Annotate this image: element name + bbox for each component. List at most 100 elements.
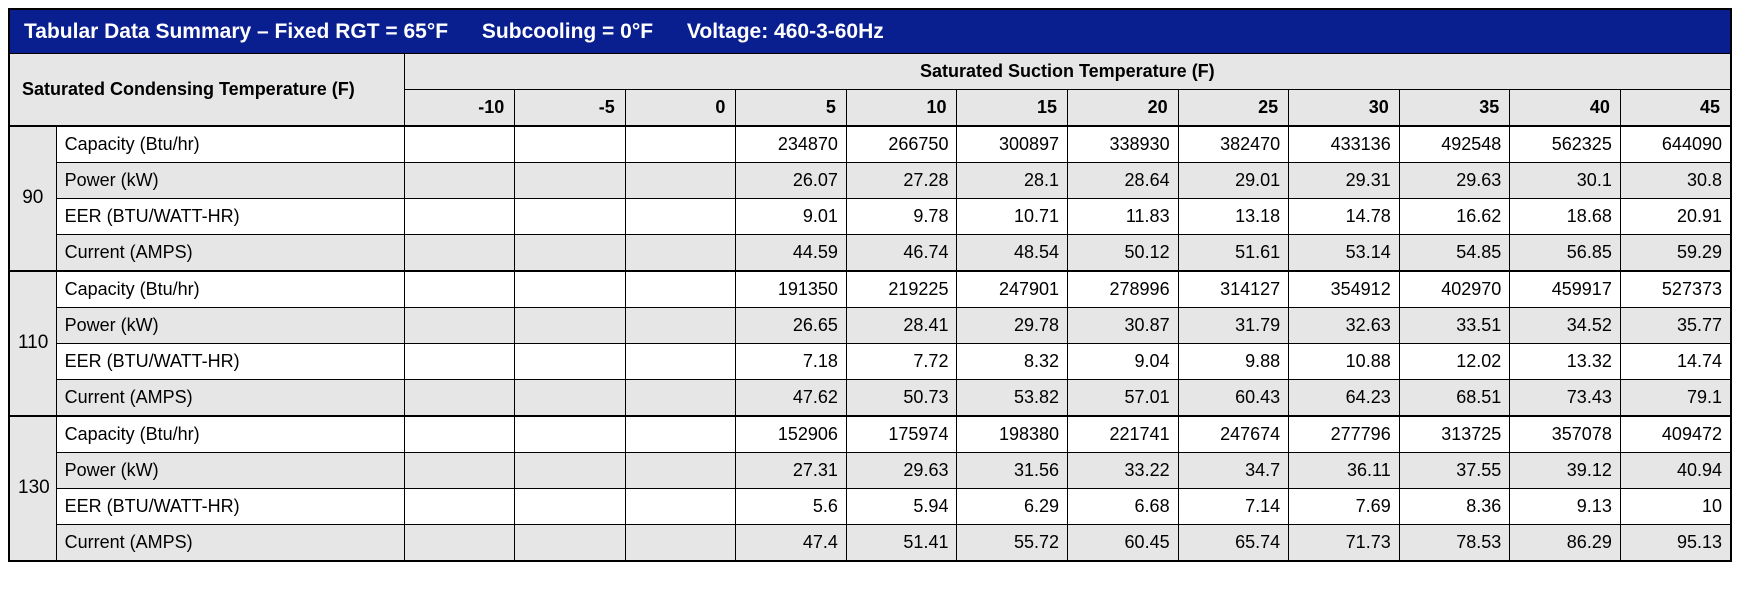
data-cell — [404, 379, 515, 416]
data-cell: 27.31 — [736, 452, 847, 488]
data-cell — [404, 234, 515, 271]
data-cell: 27.28 — [846, 162, 957, 198]
title-segment-c: Voltage: 460-3-60Hz — [687, 20, 884, 43]
data-cell — [515, 198, 626, 234]
data-cell: 12.02 — [1399, 343, 1510, 379]
row-header-label: Saturated Condensing Temperature (F) — [9, 53, 404, 126]
data-cell: 10 — [1620, 488, 1731, 524]
metric-label: EER (BTU/WATT-HR) — [56, 488, 404, 524]
data-cell: 8.32 — [957, 343, 1068, 379]
metric-label: Current (AMPS) — [56, 379, 404, 416]
data-cell: 26.65 — [736, 307, 847, 343]
suction-col: 20 — [1068, 89, 1179, 126]
data-cell: 50.12 — [1068, 234, 1179, 271]
data-cell: 219225 — [846, 271, 957, 308]
data-cell — [625, 307, 736, 343]
data-cell: 266750 — [846, 126, 957, 163]
condensing-temp-label: 90 — [9, 126, 56, 271]
metric-label: EER (BTU/WATT-HR) — [56, 343, 404, 379]
data-cell — [625, 524, 736, 561]
data-cell: 39.12 — [1510, 452, 1621, 488]
data-cell — [404, 343, 515, 379]
data-cell — [515, 343, 626, 379]
data-cell: 48.54 — [957, 234, 1068, 271]
data-cell: 29.01 — [1178, 162, 1289, 198]
data-cell: 402970 — [1399, 271, 1510, 308]
suction-col: 40 — [1510, 89, 1621, 126]
data-cell: 54.85 — [1399, 234, 1510, 271]
data-cell: 46.74 — [846, 234, 957, 271]
data-cell — [404, 488, 515, 524]
data-cell — [625, 234, 736, 271]
data-cell: 354912 — [1289, 271, 1400, 308]
data-cell: 44.59 — [736, 234, 847, 271]
data-cell: 10.88 — [1289, 343, 1400, 379]
data-cell: 277796 — [1289, 416, 1400, 453]
data-cell: 28.64 — [1068, 162, 1179, 198]
data-cell: 314127 — [1178, 271, 1289, 308]
suction-col: 45 — [1620, 89, 1731, 126]
data-cell: 175974 — [846, 416, 957, 453]
data-cell — [625, 271, 736, 308]
data-cell: 59.29 — [1620, 234, 1731, 271]
data-cell: 50.73 — [846, 379, 957, 416]
data-cell — [404, 271, 515, 308]
title-segment-a: Tabular Data Summary – Fixed RGT = 65°F — [24, 20, 448, 43]
data-cell: 221741 — [1068, 416, 1179, 453]
data-cell: 527373 — [1620, 271, 1731, 308]
data-cell: 13.32 — [1510, 343, 1621, 379]
data-cell: 11.83 — [1068, 198, 1179, 234]
data-cell: 31.56 — [957, 452, 1068, 488]
data-cell: 33.22 — [1068, 452, 1179, 488]
metric-label: Capacity (Btu/hr) — [56, 271, 404, 308]
data-cell — [404, 524, 515, 561]
data-cell: 300897 — [957, 126, 1068, 163]
data-cell: 492548 — [1399, 126, 1510, 163]
data-cell: 7.18 — [736, 343, 847, 379]
data-cell — [404, 162, 515, 198]
data-cell — [515, 488, 626, 524]
table-row: Power (kW)26.0727.2828.128.6429.0129.312… — [9, 162, 1731, 198]
data-cell: 29.31 — [1289, 162, 1400, 198]
data-cell: 29.63 — [1399, 162, 1510, 198]
data-cell: 10.71 — [957, 198, 1068, 234]
data-cell: 16.62 — [1399, 198, 1510, 234]
data-cell: 55.72 — [957, 524, 1068, 561]
data-cell: 152906 — [736, 416, 847, 453]
data-cell: 8.36 — [1399, 488, 1510, 524]
data-cell: 30.1 — [1510, 162, 1621, 198]
data-cell — [515, 271, 626, 308]
data-cell: 7.72 — [846, 343, 957, 379]
table-row: Current (AMPS)47.451.4155.7260.4565.7471… — [9, 524, 1731, 561]
data-cell — [404, 416, 515, 453]
suction-col: 0 — [625, 89, 736, 126]
metric-label: Power (kW) — [56, 307, 404, 343]
data-cell: 247901 — [957, 271, 1068, 308]
data-cell: 31.79 — [1178, 307, 1289, 343]
data-cell: 35.77 — [1620, 307, 1731, 343]
suction-col: 25 — [1178, 89, 1289, 126]
data-cell: 95.13 — [1620, 524, 1731, 561]
data-cell — [625, 162, 736, 198]
data-cell: 9.88 — [1178, 343, 1289, 379]
data-cell: 73.43 — [1510, 379, 1621, 416]
data-cell: 47.4 — [736, 524, 847, 561]
data-cell: 53.14 — [1289, 234, 1400, 271]
data-cell — [625, 488, 736, 524]
data-cell: 9.04 — [1068, 343, 1179, 379]
data-cell: 562325 — [1510, 126, 1621, 163]
data-cell: 644090 — [1620, 126, 1731, 163]
suction-col: -5 — [515, 89, 626, 126]
data-cell: 51.61 — [1178, 234, 1289, 271]
data-cell: 7.14 — [1178, 488, 1289, 524]
table-row: Power (kW)27.3129.6331.5633.2234.736.113… — [9, 452, 1731, 488]
data-cell: 60.45 — [1068, 524, 1179, 561]
data-cell — [625, 452, 736, 488]
data-cell — [404, 452, 515, 488]
data-cell: 78.53 — [1399, 524, 1510, 561]
data-cell: 14.74 — [1620, 343, 1731, 379]
suction-col: 35 — [1399, 89, 1510, 126]
data-cell: 28.41 — [846, 307, 957, 343]
data-cell: 313725 — [1399, 416, 1510, 453]
data-cell: 9.13 — [1510, 488, 1621, 524]
